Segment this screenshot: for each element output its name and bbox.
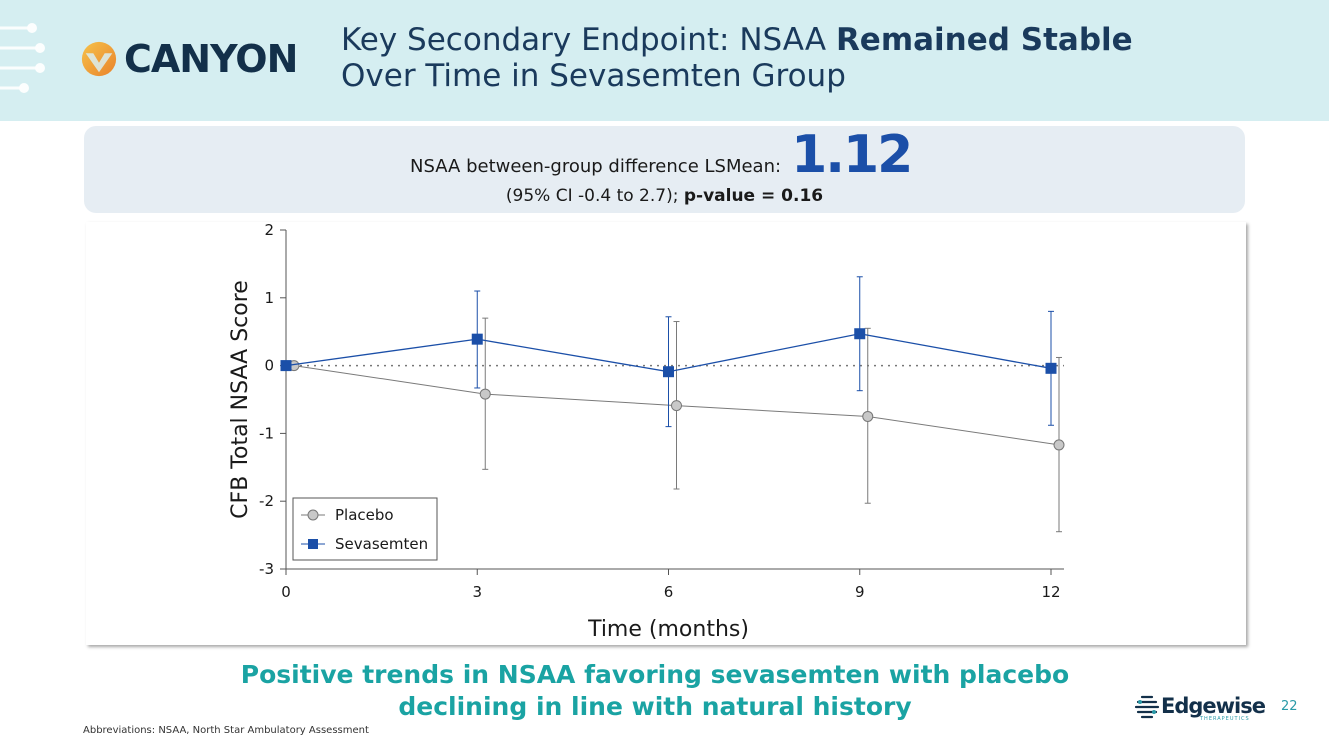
- stat-value: 1.12: [791, 125, 913, 185]
- legend-marker-sevasemten: [308, 539, 318, 549]
- edgewise-logo: Edgewise: [1133, 693, 1266, 719]
- legend-box: [292, 497, 438, 561]
- legend-label-sevasemten: Sevasemten: [335, 535, 428, 553]
- legend-label-placebo: Placebo: [335, 506, 394, 524]
- title-bold: Remained Stable: [835, 22, 1133, 58]
- data-point-sevasemten: [663, 366, 674, 378]
- page-title: Key Secondary Endpoint: NSAA Remained St…: [341, 22, 1133, 94]
- x-tick-label: 6: [664, 583, 674, 601]
- y-tick-label: -2: [259, 492, 274, 510]
- stat-pvalue: p-value = 0.16: [683, 186, 824, 206]
- chart-frame: 2 1 0 -1 -2 -3 0 3 6 9 12 Time (months) CFB Total NS…: [86, 222, 1246, 645]
- page-number: 22: [1281, 699, 1298, 714]
- abbreviations-note: Abbreviations: NSAA, North Star Ambulato…: [83, 725, 369, 736]
- canyon-logo: CANYON: [80, 37, 298, 81]
- x-tick-label: 12: [1041, 583, 1060, 601]
- brand-name: CANYON: [124, 37, 298, 81]
- stat-ci: (95% CI -0.4 to 2.7); p-value = 0.16: [0, 186, 1329, 206]
- x-tick-label: 9: [855, 583, 865, 601]
- y-tick-label: -1: [259, 424, 274, 442]
- canyon-logo-icon: [81, 41, 117, 77]
- data-point-placebo: [862, 410, 874, 422]
- edgewise-sub: THERAPEUTICS: [1200, 716, 1250, 722]
- x-tick-label: 0: [281, 583, 291, 601]
- y-tick-label: 2: [264, 222, 274, 239]
- data-point-sevasemten: [280, 360, 292, 372]
- takeaway-line1: Positive trends in NSAA favoring sevasem…: [240, 660, 1070, 689]
- takeaway: Positive trends in NSAA favoring sevasem…: [0, 659, 1310, 723]
- stat-ci-text: (95% CI -0.4 to 2.7);: [505, 186, 684, 206]
- stat-label: NSAA between-group difference LSMean:: [410, 156, 782, 177]
- data-point-sevasemten: [1045, 362, 1057, 374]
- y-tick-label: 1: [264, 289, 274, 307]
- data-point-sevasemten: [854, 328, 866, 340]
- edgewise-logo-icon: [1134, 695, 1160, 719]
- data-point-placebo: [1053, 439, 1065, 451]
- edgewise-name: Edgewise: [1161, 694, 1266, 718]
- circuit-decoration-icon: [0, 23, 45, 93]
- y-tick-label: 0: [264, 357, 274, 375]
- legend-marker-placebo: [307, 509, 319, 521]
- data-point-placebo: [671, 400, 682, 412]
- title-line2: Over Time in Sevasemten Group: [341, 58, 846, 94]
- takeaway-line2: declining in line with natural history: [398, 692, 912, 721]
- data-point-sevasemten: [471, 333, 483, 345]
- x-axis-label: Time (months): [587, 617, 749, 642]
- y-tick-label: -3: [259, 560, 274, 578]
- data-point-placebo: [479, 388, 491, 400]
- x-tick-label: 3: [472, 583, 482, 601]
- stat-panel: [84, 126, 1245, 213]
- nsaa-chart: 2 1 0 -1 -2 -3 0 3 6 9 12 Time (months) CFB Total NS…: [228, 222, 1065, 642]
- title-plain: Key Secondary Endpoint: NSAA: [341, 22, 836, 58]
- header-band: [0, 0, 1329, 121]
- y-axis-label: CFB Total NSAA Score: [228, 280, 253, 519]
- stat-headline: NSAA between-group difference LSMean: 1.…: [410, 125, 913, 185]
